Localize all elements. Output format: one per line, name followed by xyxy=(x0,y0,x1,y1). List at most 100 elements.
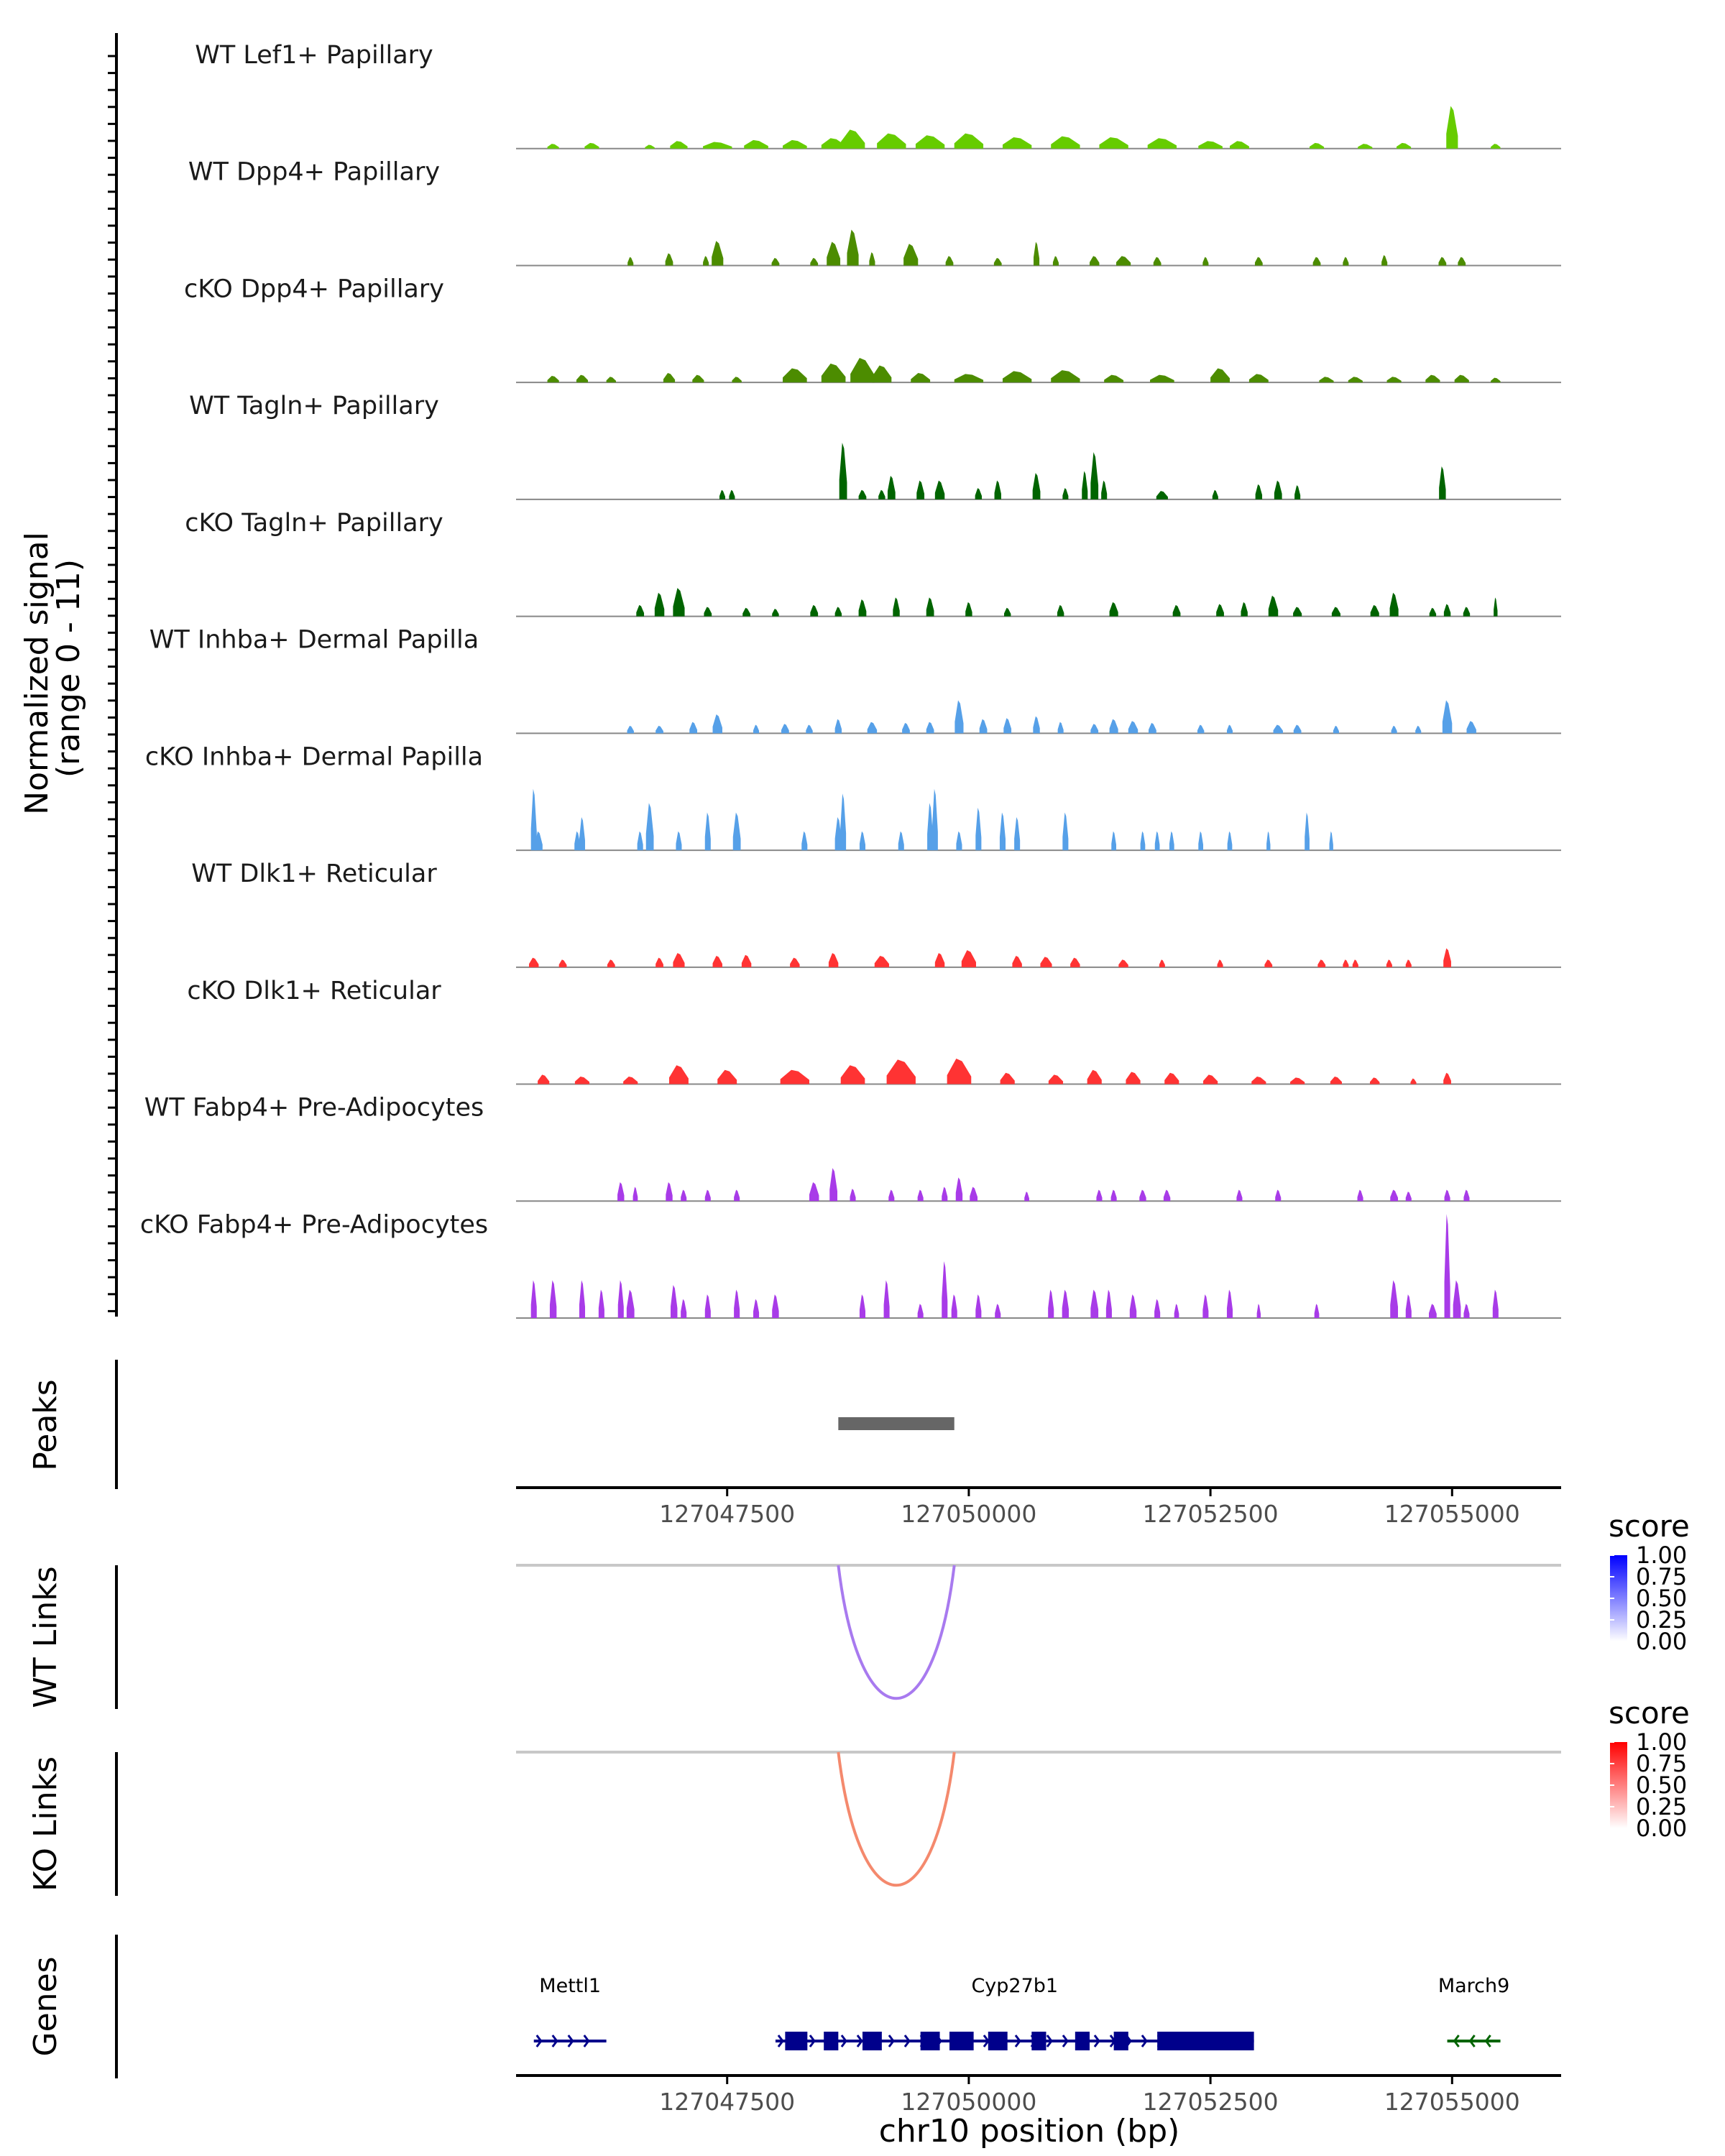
signal-peak xyxy=(947,1059,972,1084)
signal-peak xyxy=(1443,1072,1451,1084)
legend-tick-label: 1.00 xyxy=(1636,1728,1687,1756)
signal-peak xyxy=(809,1181,819,1202)
signal-peak xyxy=(1116,256,1131,266)
links-panel-title: WT Links xyxy=(27,1566,64,1708)
signal-peak xyxy=(547,144,559,149)
signal-peak xyxy=(1197,724,1205,734)
signal-peak xyxy=(975,488,983,499)
signal-peak xyxy=(1104,374,1124,383)
signal-peak xyxy=(1048,1289,1054,1318)
x-axis-title: chr10 position (bp) xyxy=(879,2113,1180,2150)
signal-peak xyxy=(1048,1074,1064,1084)
strand-arrow xyxy=(872,2035,879,2047)
signal-peak xyxy=(934,480,945,499)
signal-peak xyxy=(753,724,760,734)
strand-arrow xyxy=(824,2035,832,2047)
signal-peak xyxy=(1062,488,1069,499)
signal-peak xyxy=(1003,607,1011,617)
signal-peak xyxy=(859,1294,866,1318)
signal-peak xyxy=(1390,1189,1398,1202)
signal-peak xyxy=(1003,718,1012,734)
signal-peak xyxy=(1381,254,1388,266)
signal-peak xyxy=(703,256,709,266)
signal-peak xyxy=(780,1069,810,1084)
signal-peak xyxy=(617,1181,625,1202)
strand-arrow xyxy=(567,2035,574,2047)
signal-peak xyxy=(1096,1189,1103,1202)
signal-peak xyxy=(1305,812,1310,851)
signal-y-axis xyxy=(108,33,118,1317)
signal-peak xyxy=(606,377,617,383)
track-wt-dlk1-reticular: WT Dlk1+ Reticular xyxy=(191,860,1561,968)
signal-peak xyxy=(1293,724,1302,734)
signal-peak xyxy=(1226,724,1233,734)
signal-peak xyxy=(717,1069,737,1084)
signal-peak xyxy=(932,788,938,851)
signal-peak xyxy=(673,953,685,967)
signal-peak xyxy=(681,1189,687,1202)
genes-panel: Genes Mettl1 Cyp27b1 March9 127047500 1270500… xyxy=(27,1935,1561,2116)
signal-peak xyxy=(1032,473,1041,499)
genes-panel-title: Genes xyxy=(27,1956,64,2056)
signal-peak xyxy=(926,597,934,617)
signal-peak xyxy=(927,803,934,851)
signal-peak xyxy=(1118,959,1128,967)
signal-peak xyxy=(1126,1072,1141,1084)
signal-peak xyxy=(627,257,634,266)
signal-peak xyxy=(656,725,663,734)
strand-arrow xyxy=(535,2035,543,2047)
signal-peak xyxy=(607,959,615,967)
signal-peak xyxy=(1150,374,1174,383)
signal-peak xyxy=(1128,721,1138,734)
signal-peak xyxy=(1012,956,1022,967)
signal-peak xyxy=(965,602,972,617)
legend-tick-label: 0.75 xyxy=(1636,1750,1687,1777)
signal-peak xyxy=(636,604,645,617)
link-arc xyxy=(837,1751,956,1886)
strand-arrow xyxy=(583,2035,590,2047)
signal-peak xyxy=(712,714,722,734)
signal-peak xyxy=(632,1187,638,1202)
track-label: WT Fabp4+ Pre-Adipocytes xyxy=(144,1094,484,1123)
signal-peak xyxy=(1438,257,1447,266)
strand-arrow xyxy=(1453,2035,1460,2047)
signal-peak xyxy=(742,607,750,617)
signal-peak xyxy=(1266,831,1271,851)
signal-peak xyxy=(783,368,807,383)
genes-x-axis-tick-label: 127055000 xyxy=(1384,2088,1520,2116)
strand-arrow xyxy=(1220,2035,1227,2047)
track-cko-tagln-papillary: cKO Tagln+ Papillary xyxy=(185,509,1561,617)
signal-peak xyxy=(1492,1289,1499,1318)
signal-peak xyxy=(916,480,925,499)
strand-arrow xyxy=(935,2035,942,2047)
signal-peak xyxy=(1062,1289,1070,1318)
signal-peak xyxy=(656,957,663,967)
signal-peak xyxy=(1210,368,1230,383)
signal-peak xyxy=(1062,812,1069,851)
signal-peak xyxy=(917,1189,924,1202)
track-cko-dlk1-reticular: cKO Dlk1+ Reticular xyxy=(187,977,1561,1085)
signal-peak xyxy=(877,133,906,149)
signal-peak xyxy=(903,244,919,266)
signal-peak xyxy=(772,1294,779,1318)
track-wt-dpp4-papillary: WT Dpp4+ Papillary xyxy=(188,158,1561,267)
peak-region xyxy=(838,1417,954,1430)
signal-peak xyxy=(645,803,654,851)
signal-peak xyxy=(579,817,586,851)
signal-peak xyxy=(1343,257,1349,266)
signal-peak xyxy=(1052,256,1059,266)
gene-exon xyxy=(949,2032,974,2050)
signal-peak xyxy=(1229,141,1249,149)
strand-arrow xyxy=(1236,2035,1243,2047)
signal-peak xyxy=(574,1077,590,1084)
signal-peak xyxy=(1389,592,1399,617)
signal-peak xyxy=(1317,959,1326,967)
signal-peak xyxy=(666,1181,673,1202)
signal-peak xyxy=(703,142,732,149)
signal-peak xyxy=(1090,724,1099,734)
strand-arrow xyxy=(919,2035,926,2047)
signal-peak xyxy=(681,1299,687,1318)
signal-peak xyxy=(821,363,846,383)
